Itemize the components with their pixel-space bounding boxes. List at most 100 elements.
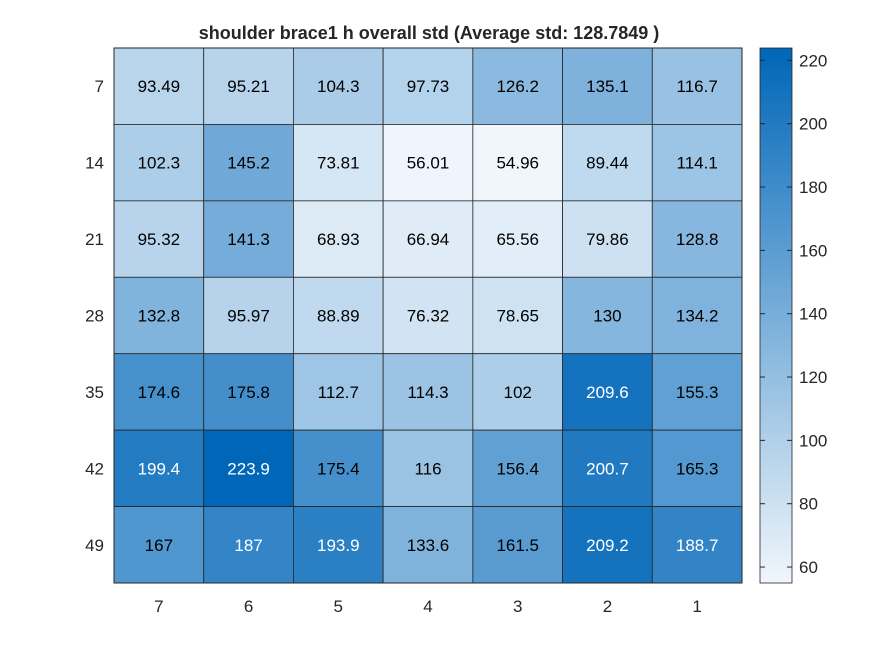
cell-value-label: 97.73 — [407, 77, 450, 96]
cell-value-label: 141.3 — [227, 230, 270, 249]
x-tick-label: 2 — [603, 597, 612, 616]
cell-value-label: 132.8 — [138, 307, 181, 326]
heatmap-cell — [203, 429, 294, 507]
heatmap-cell — [562, 47, 653, 125]
cell-value-label: 89.44 — [586, 154, 629, 173]
y-tick-label: 7 — [95, 77, 104, 96]
heatmap-cell — [382, 429, 474, 507]
x-tick-label: 3 — [513, 597, 522, 616]
heatmap-cells: 93.49 95.21 104.3 97.73 126.2 135.1 116.7 102.3… — [113, 47, 743, 584]
cell-value-label: 114.1 — [677, 154, 718, 173]
cell-value-label: 112.7 — [318, 383, 359, 402]
x-tick-label: 7 — [154, 597, 163, 616]
colorbar-tick-label: 220 — [799, 51, 827, 70]
cell-value-label: 188.7 — [676, 536, 719, 555]
cell-value-label: 116 — [414, 459, 441, 478]
cell-value-label: 128.8 — [676, 230, 719, 249]
cell-value-label: 209.6 — [586, 383, 629, 402]
cell-value-label: 102 — [504, 383, 532, 402]
colorbar-tick-label: 80 — [799, 495, 818, 514]
cell-value-label: 126.2 — [496, 77, 539, 96]
heatmap-cell — [651, 353, 743, 431]
x-tick-label: 4 — [423, 597, 432, 616]
y-tick-label: 35 — [85, 383, 104, 402]
heatmap-cell — [293, 506, 384, 584]
y-tick-label: 49 — [85, 536, 104, 555]
colorbar-tick-label: 180 — [799, 178, 827, 197]
cell-value-label: 133.6 — [407, 536, 450, 555]
heatmap-cell — [472, 200, 563, 278]
heatmap-cell — [113, 124, 205, 202]
colorbar: 60 80 100 120 140 160 180 200 220 — [759, 47, 827, 584]
cell-value-label: 65.56 — [496, 230, 539, 249]
cell-value-label: 56.01 — [407, 154, 450, 173]
y-tick-label: 28 — [85, 307, 104, 326]
heatmap-cell — [113, 353, 205, 431]
colorbar-tick-label: 160 — [799, 241, 827, 260]
colorbar-tick-label: 100 — [799, 431, 827, 450]
heatmap-cell — [651, 276, 743, 355]
heatmap-cell — [651, 200, 743, 278]
cell-value-label: 79.86 — [586, 230, 629, 249]
cell-value-label: 88.89 — [317, 307, 360, 326]
heatmap-cell — [113, 506, 205, 584]
heatmap-cell — [293, 429, 384, 507]
heatmap-cell — [472, 124, 563, 202]
cell-value-label: 175.8 — [227, 383, 270, 402]
cell-value-label: 114.3 — [407, 383, 448, 402]
heatmap-cell — [203, 200, 294, 278]
heatmap-cell — [562, 200, 653, 278]
cell-value-label: 167 — [145, 536, 173, 555]
cell-value-label: 76.32 — [407, 307, 450, 326]
colorbar-tick-label: 60 — [799, 558, 818, 577]
heatmap-cell — [293, 124, 384, 202]
cell-value-label: 155.3 — [676, 383, 719, 402]
heatmap-cell — [651, 506, 743, 584]
cell-value-label: 209.2 — [586, 536, 629, 555]
cell-value-label: 134.2 — [676, 307, 719, 326]
cell-value-label: 68.93 — [317, 230, 360, 249]
cell-value-label: 130 — [593, 307, 621, 326]
x-axis-ticks: 7 6 5 4 3 2 1 — [154, 597, 702, 616]
heatmap-cell — [472, 506, 563, 584]
colorbar-tick-label: 120 — [799, 368, 827, 387]
heatmap-cell — [562, 506, 653, 584]
x-tick-label: 1 — [692, 597, 701, 616]
cell-value-label: 78.65 — [496, 307, 539, 326]
cell-value-label: 104.3 — [317, 77, 360, 96]
colorbar-gradient — [759, 47, 793, 584]
heatmap-cell — [382, 47, 474, 125]
colorbar-tick-label: 200 — [799, 115, 827, 134]
cell-value-label: 145.2 — [227, 154, 270, 173]
cell-value-label: 199.4 — [138, 459, 181, 478]
plot-frame — [113, 47, 743, 584]
cell-value-label: 95.21 — [227, 77, 270, 96]
cell-value-label: 93.49 — [138, 77, 181, 96]
heatmap-cell — [293, 200, 384, 278]
heatmap-cell — [562, 124, 653, 202]
heatmap-cell — [562, 276, 653, 355]
cell-value-label: 165.3 — [676, 459, 719, 478]
heatmap-cell — [203, 47, 294, 125]
y-tick-label: 14 — [85, 154, 104, 173]
cell-value-label: 135.1 — [586, 77, 629, 96]
cell-value-label: 193.9 — [317, 536, 360, 555]
heatmap-cell — [203, 276, 294, 355]
cell-value-label: 95.32 — [138, 230, 181, 249]
colorbar-tick-label: 140 — [799, 305, 827, 324]
heatmap-cell — [651, 429, 743, 507]
cell-value-label: 73.81 — [317, 154, 360, 173]
heatmap-cell — [113, 429, 205, 507]
y-axis-ticks: 7 14 21 28 35 42 49 — [85, 77, 104, 555]
heatmap-cell — [382, 276, 474, 355]
cell-value-label: 175.4 — [317, 459, 360, 478]
chart-title: shoulder brace1 h overall std (Average s… — [199, 23, 660, 43]
heatmap-cell — [382, 506, 474, 584]
heatmap-cell — [472, 47, 563, 125]
cell-value-label: 54.96 — [496, 154, 539, 173]
cell-value-label: 95.97 — [227, 307, 270, 326]
heatmap-cell — [651, 124, 743, 202]
cell-value-label: 102.3 — [138, 154, 181, 173]
cell-value-label: 174.6 — [138, 383, 181, 402]
